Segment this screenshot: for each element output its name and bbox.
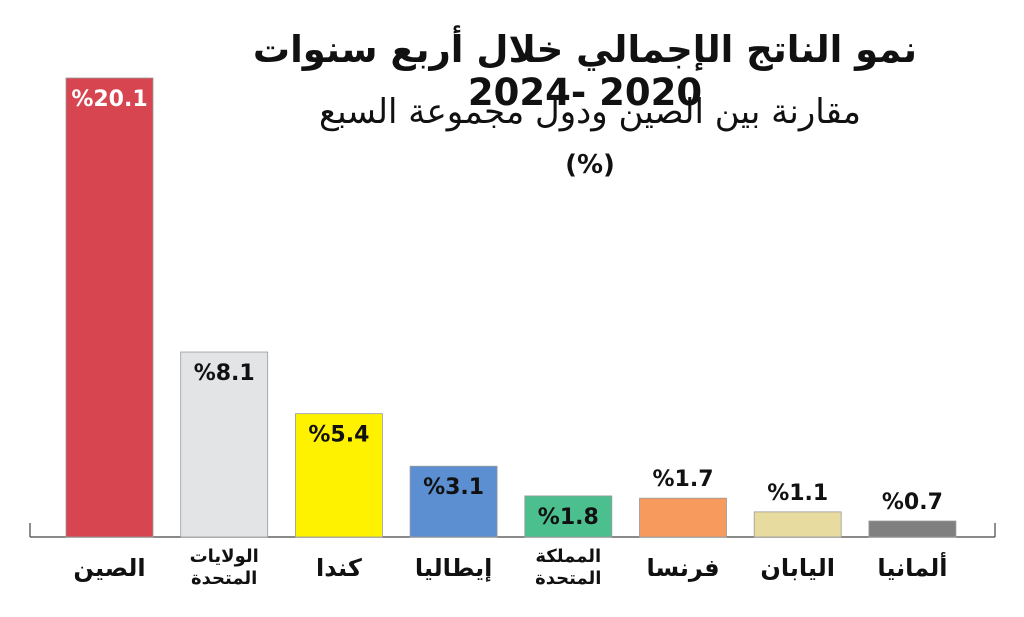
category-label-6: اليابان bbox=[760, 554, 835, 582]
bar-5 bbox=[639, 497, 727, 538]
bar-2 bbox=[294, 413, 383, 538]
value-label-6: %1.1 bbox=[767, 481, 828, 506]
chart-subtitle: مقارنة بين الصين ودول مجموعة السبع bbox=[318, 92, 862, 132]
category-label-4-line-0: المملكة bbox=[535, 546, 601, 567]
bar-1 bbox=[180, 351, 269, 538]
chart-title: نمو الناتج الإجمالي خلال أربع سنوات 2020… bbox=[252, 28, 918, 114]
category-label-1-line-0: الولايات bbox=[190, 546, 259, 567]
bar-7 bbox=[868, 520, 957, 538]
bar-3 bbox=[409, 465, 498, 538]
value-label-2: %5.4 bbox=[308, 423, 369, 448]
category-label-4-line-1: المتحدة bbox=[535, 568, 601, 589]
bar-4 bbox=[524, 495, 613, 538]
category-label-0: الصين bbox=[73, 554, 145, 582]
unit-label: (%) bbox=[565, 150, 615, 180]
value-label-5: %1.7 bbox=[652, 467, 713, 492]
value-label-7: %0.7 bbox=[882, 490, 943, 515]
value-label-4: %1.8 bbox=[538, 505, 599, 530]
value-label-1: %8.1 bbox=[194, 361, 255, 386]
category-label-3: إيطاليا bbox=[415, 554, 492, 582]
bar-0 bbox=[65, 77, 154, 538]
value-label-3: %3.1 bbox=[423, 475, 484, 500]
value-label-0: %20.1 bbox=[71, 87, 147, 112]
category-label-5: فرنسا bbox=[646, 554, 719, 582]
category-label-2: كندا bbox=[316, 554, 362, 582]
category-label-7: ألمانيا bbox=[877, 552, 947, 582]
bar-6 bbox=[753, 511, 842, 538]
category-label-1-line-1: المتحدة bbox=[191, 568, 257, 589]
